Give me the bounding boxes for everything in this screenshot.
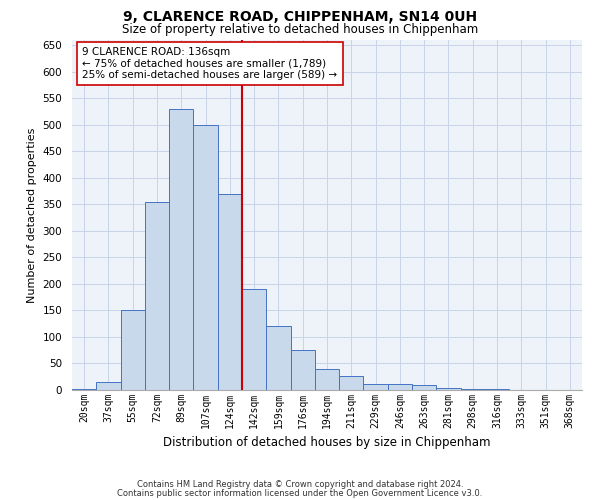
Text: Size of property relative to detached houses in Chippenham: Size of property relative to detached ho… <box>122 22 478 36</box>
Text: Contains HM Land Registry data © Crown copyright and database right 2024.: Contains HM Land Registry data © Crown c… <box>137 480 463 489</box>
Bar <box>388 384 412 390</box>
Bar <box>193 125 218 390</box>
Y-axis label: Number of detached properties: Number of detached properties <box>27 128 37 302</box>
Text: Contains public sector information licensed under the Open Government Licence v3: Contains public sector information licen… <box>118 488 482 498</box>
Bar <box>169 109 193 390</box>
Bar <box>436 388 461 390</box>
Bar <box>72 389 96 390</box>
Bar <box>218 194 242 390</box>
X-axis label: Distribution of detached houses by size in Chippenham: Distribution of detached houses by size … <box>163 436 491 450</box>
Bar <box>315 369 339 390</box>
Text: 9 CLARENCE ROAD: 136sqm
← 75% of detached houses are smaller (1,789)
25% of semi: 9 CLARENCE ROAD: 136sqm ← 75% of detache… <box>82 47 337 80</box>
Text: 9, CLARENCE ROAD, CHIPPENHAM, SN14 0UH: 9, CLARENCE ROAD, CHIPPENHAM, SN14 0UH <box>123 10 477 24</box>
Bar <box>242 289 266 390</box>
Bar <box>339 376 364 390</box>
Bar <box>145 202 169 390</box>
Bar <box>96 382 121 390</box>
Bar <box>412 384 436 390</box>
Bar <box>266 326 290 390</box>
Bar <box>290 350 315 390</box>
Bar <box>121 310 145 390</box>
Bar <box>364 384 388 390</box>
